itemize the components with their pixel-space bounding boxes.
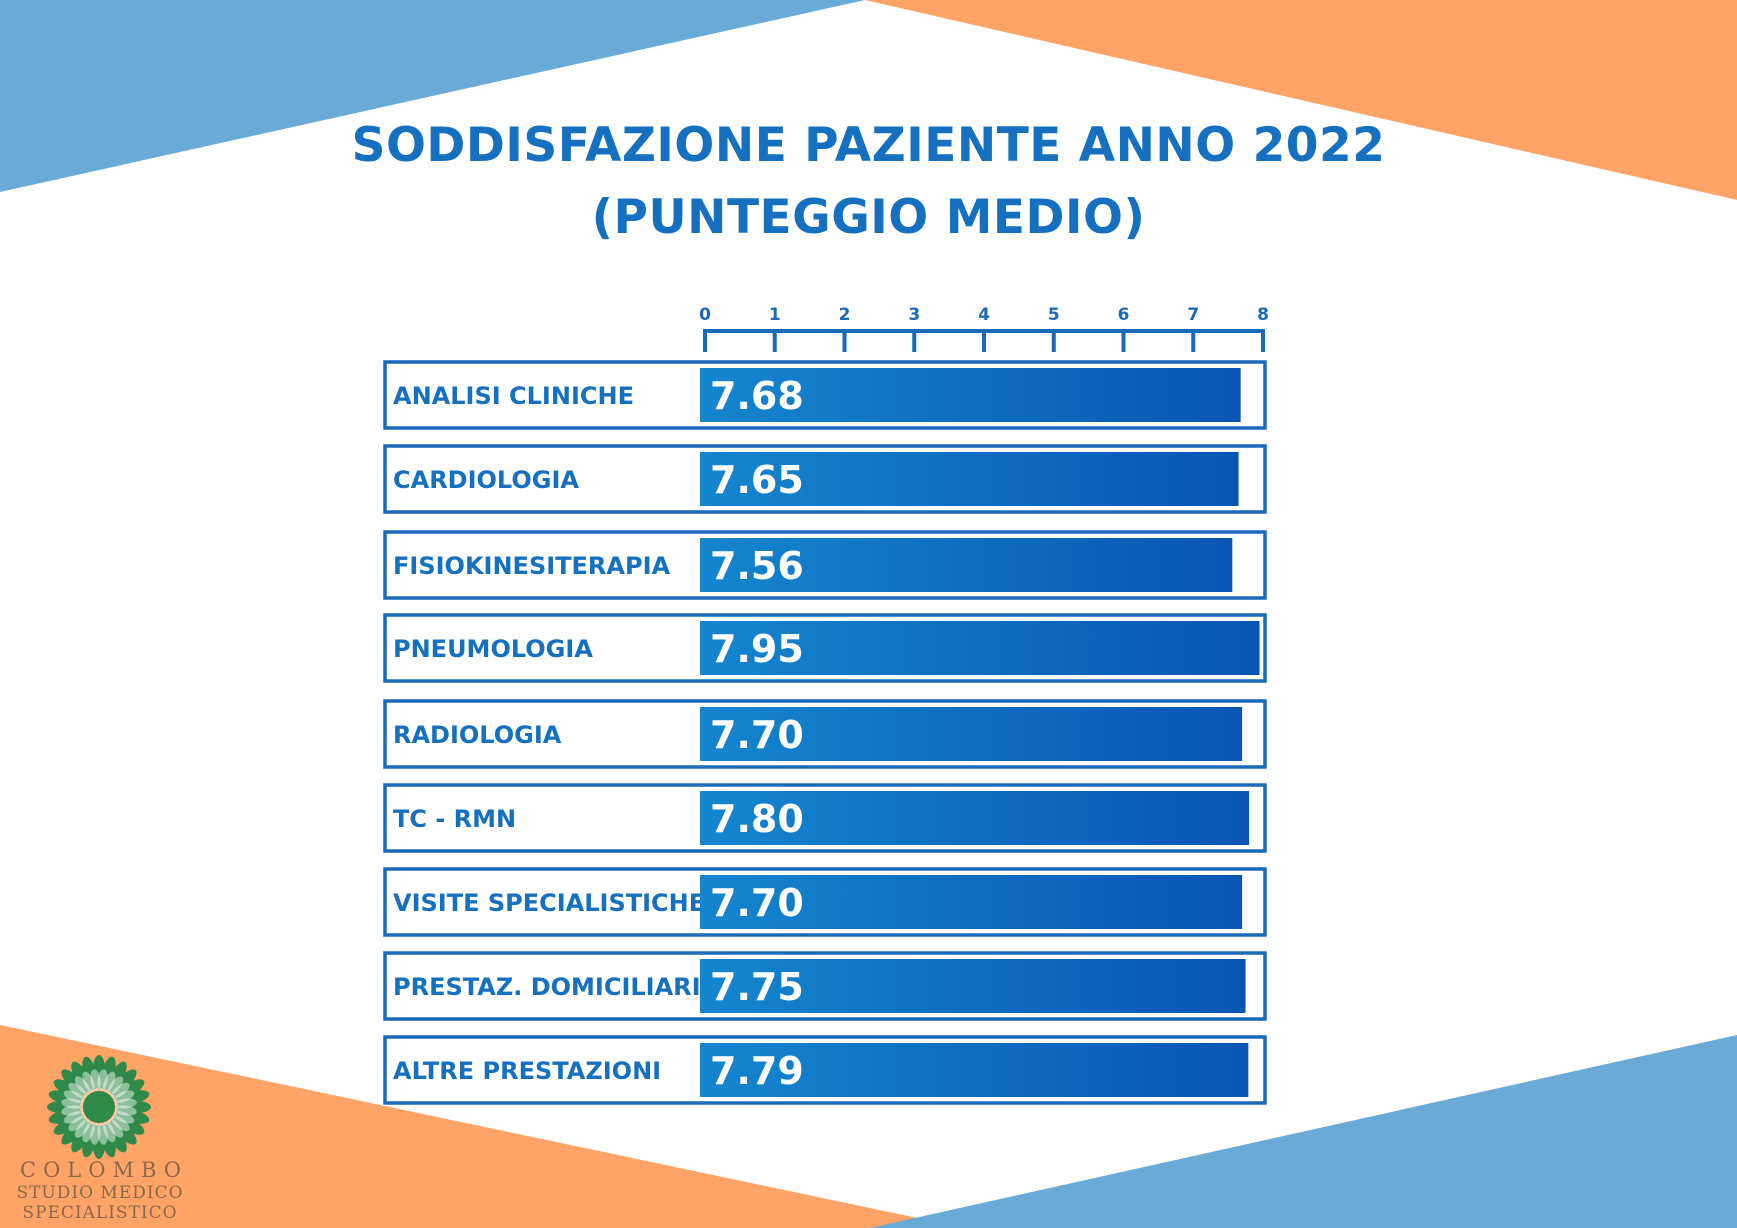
chart-title-line-2: (PUNTEGGIO MEDIO) xyxy=(591,190,1146,245)
bar-value-label: 7.70 xyxy=(710,713,804,757)
bar xyxy=(700,707,1243,761)
bar xyxy=(700,1043,1249,1097)
category-label: FISIOKINESITERAPIA xyxy=(393,552,671,580)
bar xyxy=(700,621,1260,675)
bar-rows: ANALISI CLINICHE 7.68 CARDIOLOGIA 7.65 FISIO… xyxy=(383,360,1267,1105)
x-tick-label: 0 xyxy=(699,305,711,325)
category-label: ALTRE PRESTAZIONI xyxy=(393,1057,661,1085)
category-label: RADIOLOGIA xyxy=(393,721,562,749)
sunflower-icon xyxy=(47,1055,151,1159)
bar xyxy=(700,791,1250,845)
category-label: PNEUMOLOGIA xyxy=(393,635,593,663)
bar-row: VISITE SPECIALISTICHE 7.70 xyxy=(383,867,1267,937)
category-label: CARDIOLOGIA xyxy=(393,466,579,494)
x-tick-label: 1 xyxy=(769,305,781,325)
x-tick-label: 3 xyxy=(908,305,920,325)
logo-subtitle-2: SPECIALISTICO xyxy=(22,1203,178,1223)
bar-row: PRESTAZ. DOMICILIARI 7.75 xyxy=(383,951,1267,1021)
bar-value-label: 7.56 xyxy=(710,544,804,588)
bar-value-label: 7.65 xyxy=(710,458,804,502)
bar-row: ANALISI CLINICHE 7.68 xyxy=(383,360,1267,430)
x-tick-label: 7 xyxy=(1187,305,1199,325)
bar xyxy=(700,875,1243,929)
corner-top-left-blue xyxy=(0,0,865,192)
bar xyxy=(700,959,1246,1013)
corner-bottom-right-blue xyxy=(870,1035,1737,1228)
x-axis: 0 1 2 3 4 5 6 7 8 xyxy=(699,305,1269,352)
bar-row: CARDIOLOGIA 7.65 xyxy=(383,444,1267,514)
category-label: PRESTAZ. DOMICILIARI xyxy=(393,973,701,1001)
bar xyxy=(700,538,1233,592)
bar-row: FISIOKINESITERAPIA 7.56 xyxy=(383,530,1267,600)
category-label: VISITE SPECIALISTICHE xyxy=(393,889,705,917)
bar-value-label: 7.68 xyxy=(710,374,804,418)
category-label: TC - RMN xyxy=(393,805,516,833)
x-tick-label: 4 xyxy=(978,305,990,325)
logo-name: COLOMBO xyxy=(20,1158,188,1182)
bar-value-label: 7.95 xyxy=(710,627,804,671)
corner-bottom-left-orange xyxy=(0,1025,965,1228)
bar-row: TC - RMN 7.80 xyxy=(383,783,1267,853)
bar-value-label: 7.70 xyxy=(710,881,804,925)
x-tick-label: 5 xyxy=(1048,305,1060,325)
bar-value-label: 7.75 xyxy=(710,965,804,1009)
bar xyxy=(700,368,1241,422)
x-tick-label: 6 xyxy=(1118,305,1130,325)
bar-value-label: 7.79 xyxy=(710,1049,804,1093)
x-tick-label: 2 xyxy=(839,305,851,325)
category-label: ANALISI CLINICHE xyxy=(393,382,634,410)
corner-top-right-orange xyxy=(865,0,1737,200)
bar-row: PNEUMOLOGIA 7.95 xyxy=(383,613,1267,683)
bar xyxy=(700,452,1239,506)
x-tick-label: 8 xyxy=(1257,305,1269,325)
bar-row: RADIOLOGIA 7.70 xyxy=(383,699,1267,769)
logo-subtitle-1: STUDIO MEDICO xyxy=(16,1183,184,1203)
bar-value-label: 7.80 xyxy=(710,797,804,841)
bar-row: ALTRE PRESTAZIONI 7.79 xyxy=(383,1035,1267,1105)
chart-title-line-1: SODDISFAZIONE PAZIENTE ANNO 2022 xyxy=(351,118,1386,173)
